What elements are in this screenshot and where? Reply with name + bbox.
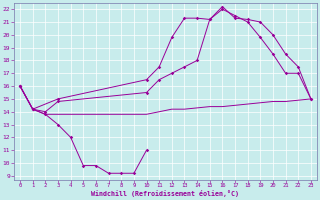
X-axis label: Windchill (Refroidissement éolien,°C): Windchill (Refroidissement éolien,°C) [92, 190, 239, 197]
